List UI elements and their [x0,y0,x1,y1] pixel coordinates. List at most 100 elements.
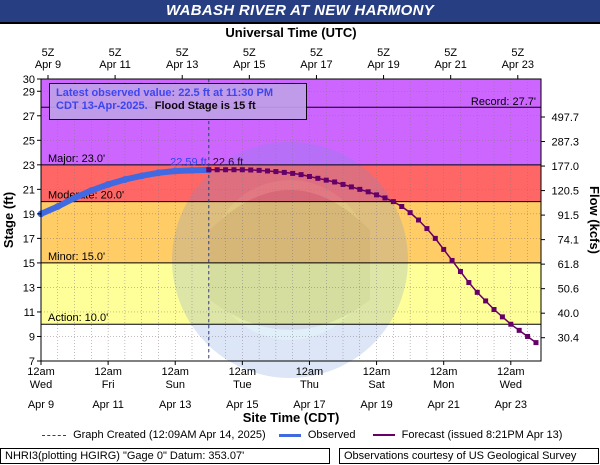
forecast-point [281,169,287,175]
watermark-inner-circle [210,180,370,340]
top-tick-hour: 5Z [176,47,189,59]
right-tick-label: 497.7 [551,112,579,124]
top-tick-hour: 5Z [511,47,524,59]
legend-graph-created-swatch [42,434,66,436]
top-tick-date: Apr 13 [166,59,198,71]
left-tick-label: 19 [23,209,35,221]
latest-observation-box: Latest observed value: 22.5 ft at 11:30 … [49,83,307,120]
forecast-point [491,307,497,313]
right-tick-label: 74.1 [558,235,579,247]
top-tick-hour: 5Z [444,47,457,59]
right-tick-label: 120.5 [551,186,579,198]
forecast-point [474,289,480,295]
forecast-point [424,226,430,232]
forecast-point [441,246,447,252]
observed-point [138,172,146,180]
right-tick-label: 287.3 [551,137,579,149]
latest-observation-date: CDT 13-Apr-2025. [56,100,148,112]
bottom-tick-date: Apr 21 [427,399,459,411]
top-tick-date: Apr 23 [502,59,534,71]
right-tick-label: 30.4 [558,333,579,345]
forecast-point [298,172,304,178]
left-tick-label: 15 [23,258,35,270]
observed-point [87,187,95,194]
left-tick-label: 7 [29,356,35,368]
bottom-tick-weekday: Wed [500,379,522,391]
right-tick-label: 61.8 [558,259,579,271]
bottom-tick-weekday: Mon [433,379,454,391]
observed-last-label: 22.59 ft [170,157,207,169]
forecast-line [208,168,537,344]
right-tick-label: 177.0 [551,161,579,173]
legend-forecast: Forecast (issued 8:21PM Apr 13) [401,429,563,441]
forecast-point [365,189,371,195]
footer-credit: Observations courtesy of US Geological S… [339,448,599,464]
watermark-outer-circle [172,142,408,378]
forecast-point [239,167,245,173]
forecast-point [374,192,380,198]
forecast-point [483,298,489,304]
footer-datum: NHRI3(plotting HGIRG) "Gage 0" Datum: 35… [0,448,330,464]
left-tick-label: 21 [23,184,35,196]
left-tick-label: 25 [23,135,35,147]
left-tick-label: 23 [23,160,35,172]
right-axis-title: Flow (kcfs) [587,186,600,254]
observed-point [71,194,78,202]
bottom-tick-time: 12am [497,366,525,378]
legend-forecast-swatch [372,434,395,437]
observed-point [171,167,179,175]
flood-stage-note: Flood Stage is 15 ft [154,100,256,112]
bottom-tick-weekday: Tue [233,379,252,391]
top-tick-hour: 5Z [310,47,323,59]
bottom-tick-date: Apr 9 [28,399,54,411]
plot-frame [40,78,542,362]
forecast-point [332,179,338,185]
title-bar [0,0,600,24]
legend: Graph Created (12:09AM Apr 14, 2025) Obs… [42,429,562,443]
bottom-axis-title: Site Time (CDT) [243,410,340,425]
legend-observed-swatch [278,433,301,437]
forecast-point [273,169,279,175]
flood-bands [41,79,541,361]
flood-band-action [41,262,541,325]
left-tick-label: 29 [23,86,35,98]
top-tick-date: Apr 9 [35,59,61,71]
left-tick-label: 13 [23,282,35,294]
forecast-point [416,217,422,223]
forecast-point [256,167,262,173]
left-tick-label: 30 [23,74,35,86]
legend-observed: Observed [307,429,356,441]
left-tick-label: 9 [29,331,35,343]
right-tick-label: 91.5 [558,210,579,222]
top-tick-date: Apr 17 [300,59,332,71]
observed-point [54,203,62,210]
legend-graph-created: Graph Created (12:09AM Apr 14, 2025) [73,429,266,441]
threshold-label-minor: Minor: 15.0' [48,251,105,263]
forecast-point [432,235,438,241]
data-series: 22.59 ft 22.6 ft [37,79,539,361]
forecast-point [525,333,531,339]
forecast-point [399,204,405,210]
noaa-watermark [172,142,408,378]
forecast-point [508,321,514,327]
bottom-tick-time: 12am [229,366,257,378]
bottom-tick-date: Apr 17 [293,399,325,411]
top-tick-date: Apr 15 [233,59,265,71]
bottom-tick-time: 12am [27,366,55,378]
forecast-point [340,181,346,187]
forecast-point [390,199,396,205]
latest-observation-line2: CDT 13-Apr-2025. Flood Stage is 15 ft [50,99,306,112]
top-tick-hour: 5Z [42,47,55,59]
left-tick-label: 11 [24,307,35,319]
top-tick-hour: 5Z [377,47,390,59]
forecast-point [382,195,388,201]
forecast-point [449,257,455,263]
forecast-point [223,167,229,173]
forecast-point [265,168,271,174]
forecast-point [315,175,321,181]
forecast-point [290,170,296,176]
right-tick-label: 40.0 [558,308,579,320]
forecast-point [214,167,220,173]
